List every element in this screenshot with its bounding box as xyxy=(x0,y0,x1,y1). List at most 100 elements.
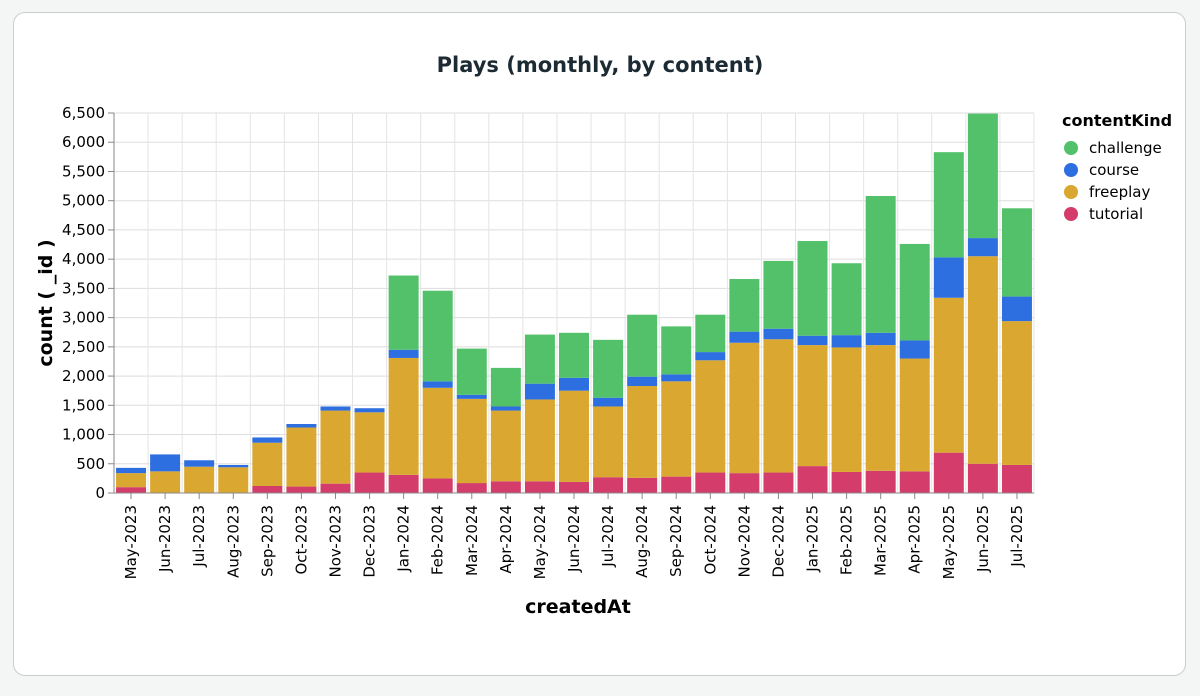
x-tick-label: Jun-2023 xyxy=(156,505,174,573)
y-tick-label: 0 xyxy=(95,484,105,502)
y-tick-label: 6,000 xyxy=(62,133,105,151)
bar-segment-challenge xyxy=(593,339,624,398)
legend: challenge course freeplay tutorial xyxy=(1064,139,1162,223)
bar-segment-tutorial xyxy=(865,470,896,493)
bar-segment-tutorial xyxy=(661,476,692,493)
bar-segment-course xyxy=(559,377,589,391)
bar-segment-challenge xyxy=(524,334,555,384)
x-tick-label: Apr-2025 xyxy=(906,505,924,574)
bar-segment-tutorial xyxy=(593,477,624,493)
x-tick-label: Nov-2024 xyxy=(735,505,753,577)
bar-segment-freeplay xyxy=(729,342,760,474)
legend-label-challenge: challenge xyxy=(1089,139,1162,157)
bar-segment-course xyxy=(218,464,249,468)
bar-segment-freeplay xyxy=(286,427,317,487)
y-tick-label: 5,000 xyxy=(62,192,105,210)
bar-segment-challenge xyxy=(627,314,658,377)
bar-segment-tutorial xyxy=(559,481,589,493)
x-tick-label: Dec-2023 xyxy=(361,505,379,578)
x-tick-label: Sep-2024 xyxy=(667,505,685,577)
x-tick-label: Oct-2023 xyxy=(292,505,310,575)
bar-segment-course xyxy=(422,381,453,388)
bar-segment-challenge xyxy=(933,152,964,258)
bar-segment-challenge xyxy=(1001,208,1032,297)
bar-segment-freeplay xyxy=(695,360,726,473)
bar-segment-freeplay xyxy=(593,406,624,478)
bar-segment-course xyxy=(695,352,726,361)
bar-segment-challenge xyxy=(559,332,589,378)
bar-segment-tutorial xyxy=(388,474,419,493)
x-tick-label: May-2023 xyxy=(122,505,140,579)
bar-segment-course xyxy=(967,238,998,257)
bar-segment-freeplay xyxy=(490,410,521,482)
bar-segment-course xyxy=(354,408,385,413)
bar-segment-course xyxy=(627,376,658,387)
bar-segment-freeplay xyxy=(933,297,964,453)
bar-segment-tutorial xyxy=(967,463,998,493)
bar-segment-freeplay xyxy=(456,398,487,484)
bar-segment-freeplay xyxy=(627,386,658,478)
bar-segment-course xyxy=(116,467,147,474)
bar-segment-course xyxy=(865,332,896,346)
y-tick-label: 2,500 xyxy=(62,338,105,356)
bar-segment-course xyxy=(1001,296,1032,322)
x-tick-label: Sep-2023 xyxy=(258,505,276,577)
bar-segment-freeplay xyxy=(388,357,419,475)
bar-segment-course xyxy=(524,383,555,400)
bar-segment-tutorial xyxy=(627,477,658,493)
bar-segment-freeplay xyxy=(524,399,555,482)
y-tick-label: 500 xyxy=(76,455,105,473)
x-tick-label: Mar-2025 xyxy=(872,505,890,576)
bar-segment-challenge xyxy=(490,367,521,407)
bar-segment-freeplay xyxy=(1001,321,1032,465)
bar-segment-tutorial xyxy=(422,478,453,493)
x-tick-label: Jul-2023 xyxy=(190,505,208,568)
axes: 0 500 1,000 1,500 2,000 2,500 3,000 3,500 4,000 4… xyxy=(62,104,1034,579)
y-axis-title: count ( _id ) xyxy=(35,239,57,366)
bar-segment-challenge xyxy=(831,263,862,336)
legend-label-tutorial: tutorial xyxy=(1089,205,1143,223)
x-tick-label: Jun-2024 xyxy=(565,505,583,573)
bar-segment-freeplay xyxy=(967,256,998,464)
x-tick-label: Aug-2024 xyxy=(633,505,651,578)
x-tick-label: Oct-2024 xyxy=(701,505,719,575)
legend-title: contentKind xyxy=(1062,111,1172,130)
y-tick-label: 4,000 xyxy=(62,250,105,268)
bar-segment-course xyxy=(490,406,521,411)
bar-segment-freeplay xyxy=(559,390,589,482)
x-tick-label: Apr-2024 xyxy=(497,505,515,574)
x-tick-label: Aug-2023 xyxy=(224,505,242,578)
bar-segment-course xyxy=(184,460,215,467)
x-tick-label: Mar-2024 xyxy=(463,505,481,576)
bar-segment-challenge xyxy=(388,275,419,350)
bar-segment-tutorial xyxy=(116,487,147,493)
bar-segment-course xyxy=(661,374,692,382)
x-tick-label: Jun-2025 xyxy=(974,505,992,573)
bar-segment-course xyxy=(388,349,419,358)
bar-segment-challenge xyxy=(456,348,487,395)
bar-segment-tutorial xyxy=(490,481,521,493)
bar-segment-freeplay xyxy=(320,410,351,484)
bar-segment-challenge xyxy=(729,279,760,332)
y-tick-label: 2,000 xyxy=(62,367,105,385)
bar-segment-freeplay xyxy=(899,358,930,472)
x-tick-label: Nov-2023 xyxy=(326,505,344,577)
bar-segment-course xyxy=(320,406,351,411)
y-tick-label: 1,500 xyxy=(62,396,105,414)
y-tick-label: 3,500 xyxy=(62,279,105,297)
bar-segment-freeplay xyxy=(184,466,215,493)
bar-segment-course xyxy=(252,437,283,443)
legend-swatch-challenge xyxy=(1064,141,1078,155)
legend-label-course: course xyxy=(1089,161,1139,179)
legend-swatch-course xyxy=(1064,163,1078,177)
bar-segment-course xyxy=(729,331,760,343)
x-tick-label: Jan-2025 xyxy=(804,505,822,573)
bar-segment-freeplay xyxy=(252,442,283,486)
bar-segment-course xyxy=(286,424,317,428)
bar-segment-freeplay xyxy=(661,381,692,477)
x-tick-label: Feb-2024 xyxy=(429,505,447,575)
bar-segment-freeplay xyxy=(150,471,181,493)
bar-segment-freeplay xyxy=(865,345,896,471)
legend-swatch-tutorial xyxy=(1064,207,1078,221)
